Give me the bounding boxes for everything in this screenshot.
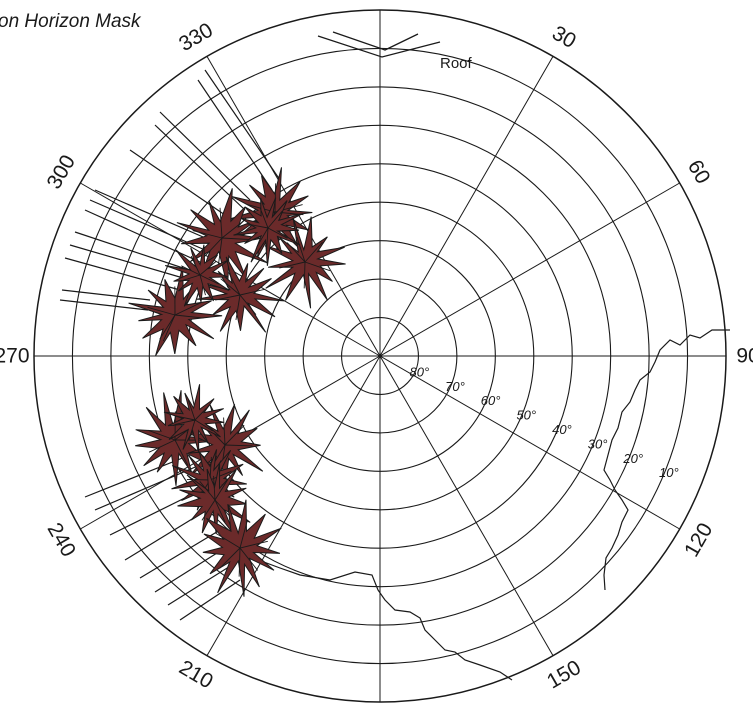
tree-branch — [239, 547, 259, 571]
tree-branch — [303, 261, 306, 289]
azimuth-tick-label: 270 — [0, 345, 30, 368]
tree-branch — [188, 419, 196, 441]
tree-branch — [239, 540, 268, 549]
tree-branch — [217, 237, 223, 269]
tree-branch — [215, 532, 241, 549]
tree-branch — [267, 227, 288, 239]
tree-branch — [162, 314, 176, 342]
elevation-tick-label: 40° — [552, 422, 572, 437]
tree-branch — [187, 400, 196, 421]
tree-branch — [199, 274, 206, 296]
tree-branch — [192, 230, 223, 239]
azimuth-tick-label: 30 — [548, 22, 580, 54]
azimuth-spoke — [379, 355, 680, 530]
tree-branch — [266, 227, 269, 250]
tree-branch — [224, 444, 253, 447]
azimuth-spoke — [379, 56, 554, 357]
tree-branch — [235, 294, 241, 321]
elevation-labels: 80° 70° 60° 50° 40° 30° 20° 10° — [410, 364, 679, 480]
azimuth-tick-label: 330 — [175, 19, 217, 56]
azimuth-spoke — [379, 355, 554, 656]
azimuth-spoke — [379, 182, 680, 357]
tree-branch — [190, 255, 201, 276]
tree-shape — [163, 384, 224, 453]
tree-branch — [223, 417, 226, 446]
azimuth-tick-label: 150 — [543, 656, 585, 693]
tree-branch — [256, 227, 269, 248]
tree-branch — [174, 419, 196, 426]
tree-branch — [238, 547, 241, 577]
tree-branch — [259, 207, 269, 229]
tree-branch — [199, 480, 216, 501]
tree-branch — [199, 261, 217, 276]
tree-branch — [220, 278, 241, 296]
tree-branch — [239, 288, 265, 296]
tree-branch — [194, 404, 210, 421]
tree-obstructions — [128, 167, 346, 597]
elevation-tick-label: 50° — [516, 408, 536, 423]
tree-branch — [304, 241, 323, 263]
elevation-tick-label: 30° — [588, 436, 608, 451]
tree-branch — [214, 499, 226, 523]
roof-outline — [317, 31, 441, 58]
tree-branch — [199, 274, 220, 285]
elevation-tick-label: 80° — [410, 364, 430, 379]
tree-branch — [221, 237, 253, 241]
tree-branch — [213, 475, 216, 501]
azimuth-tick-label: 210 — [175, 656, 217, 693]
elevation-tick-label: 70° — [445, 379, 465, 394]
azimuth-tick-label: 60 — [683, 156, 715, 188]
tree-branch — [215, 294, 241, 301]
polar-grid — [33, 9, 727, 703]
tree-branch — [246, 223, 269, 229]
tree-branch — [214, 479, 229, 501]
azimuth-tick-label: 240 — [43, 519, 80, 561]
tree-branch — [219, 207, 223, 239]
tree-branch — [159, 314, 176, 340]
roof-label: Roof — [440, 55, 473, 72]
tree-branch — [201, 499, 216, 521]
tree-branch — [174, 439, 189, 466]
tree-branch — [304, 261, 331, 272]
elevation-tick-label: 20° — [622, 451, 643, 466]
tree-branch — [239, 520, 248, 549]
tree-branch — [296, 236, 306, 263]
tree-branch — [267, 210, 283, 229]
chart-title: on Horizon Mask — [0, 11, 141, 32]
tree-branch — [174, 415, 196, 421]
tree-branch — [228, 272, 241, 296]
tree-branch — [221, 218, 247, 239]
horizon-mask-lines — [59, 69, 730, 681]
tree-branch — [224, 425, 245, 446]
azimuth-tick-label: 120 — [680, 519, 717, 561]
tree-branch — [174, 302, 202, 316]
tree-branch — [219, 547, 241, 569]
tree-branch — [279, 261, 306, 269]
tree-branch — [186, 478, 211, 481]
tree-branch — [194, 419, 214, 432]
tree-branch — [239, 294, 257, 315]
tree-branch — [181, 265, 201, 276]
elevation-tick-label: 60° — [481, 393, 501, 408]
tree-branch — [214, 499, 232, 519]
tree-branch — [286, 242, 306, 263]
elevation-tick-label: 10° — [659, 465, 679, 480]
tree-branch — [179, 274, 201, 282]
tree-shape — [202, 499, 282, 597]
azimuth-tick-label: 90 — [736, 345, 753, 368]
azimuth-tick-label: 300 — [43, 151, 80, 193]
azimuth-spoke — [206, 355, 381, 656]
tree-branch — [148, 439, 176, 453]
tree-branch — [174, 314, 204, 319]
tree-branch — [147, 306, 176, 316]
